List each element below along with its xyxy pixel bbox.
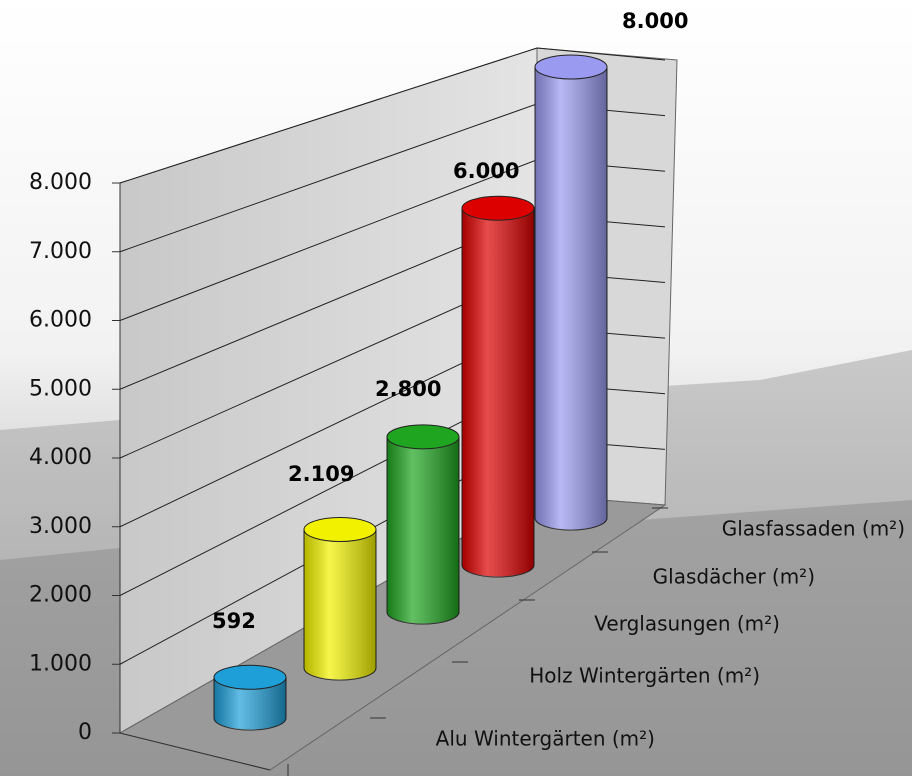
cylinder-top <box>386 424 460 450</box>
y-tick-label: 6.000 <box>29 308 92 333</box>
x-axis <box>119 732 271 771</box>
cylinder-shade <box>387 436 459 624</box>
grid-line <box>119 47 666 184</box>
x-tick-label: Verglasungen (m²) <box>594 612 780 636</box>
x-tick-label: Holz Wintergärten (m²) <box>529 664 760 688</box>
cylinder-top <box>534 54 608 80</box>
cylinder <box>534 54 608 531</box>
y-tick-label: 1.000 <box>29 651 92 676</box>
value-label: 592 <box>212 609 256 633</box>
value-label: 2.800 <box>375 377 441 401</box>
value-label: 2.109 <box>288 462 354 486</box>
cylinder <box>386 424 460 625</box>
y-tick-label: 4.000 <box>29 445 92 470</box>
x-tick-label: Glasfassaden (m²) <box>722 517 905 541</box>
y-tick-label: 5.000 <box>29 376 92 401</box>
cylinder-shade <box>462 208 534 577</box>
y-tick-label: 8.000 <box>29 170 92 195</box>
x-tick-label: Alu Wintergärten (m²) <box>436 727 655 751</box>
cylinder <box>461 195 535 578</box>
cylinder-top <box>303 517 377 543</box>
x-tick-label: Glasdächer (m²) <box>653 565 815 589</box>
cylinder-shade <box>535 67 607 530</box>
y-tick-label: 3.000 <box>29 514 92 539</box>
y-tick-label: 2.000 <box>29 583 92 608</box>
y-tick-label: 0 <box>78 720 92 745</box>
value-label: 8.000 <box>622 9 688 33</box>
cylinder <box>213 664 287 731</box>
cylinder-top <box>213 664 287 690</box>
value-label: 6.000 <box>453 159 519 183</box>
cylinder-shade <box>304 529 376 680</box>
cylinder-top <box>461 195 535 221</box>
cylinder-shade <box>214 677 286 730</box>
cylinder <box>303 517 377 681</box>
y-tick-label: 7.000 <box>29 239 92 264</box>
